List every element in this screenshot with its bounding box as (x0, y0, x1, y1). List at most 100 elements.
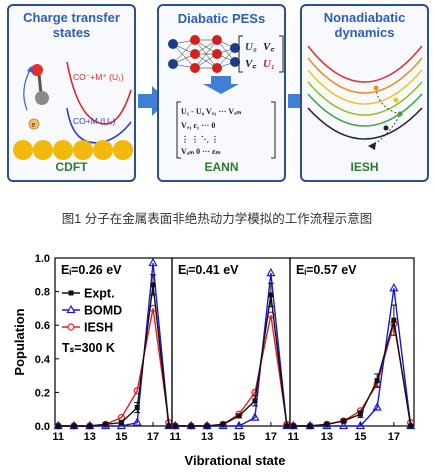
chart-panel-1: 11 13 15 17 Eᵢ=0.26 eV (52, 257, 174, 443)
panel-title: Eᵢ=0.26 eV (61, 263, 122, 277)
data-point-expt (87, 423, 93, 429)
x-tick-label: 13 (321, 431, 333, 443)
y-axis-label: Population (12, 308, 27, 375)
data-point-expt (150, 282, 156, 288)
x-tick-label: 13 (84, 431, 96, 443)
y-tick-label: 0.6 (35, 320, 50, 332)
data-point-bomd (132, 417, 142, 426)
data-point-bomd (116, 420, 127, 430)
data-point-expt (307, 423, 313, 429)
figure-caption: 图1 分子在金属表面非绝热动力学模拟的工作流程示意图 (61, 212, 373, 226)
data-point-bomd (148, 257, 158, 267)
series-line-bomd (293, 288, 412, 427)
chart-panel-2: 11 13 15 17 Eᵢ=0.41 eV (169, 257, 292, 443)
panel-eann: Diabatic PESs U₀ V꜀ V꜀ U₁ (157, 4, 286, 182)
data-point-expt (172, 423, 178, 429)
panel-iesh-label: IESH (350, 160, 379, 174)
x-tick-label: 11 (52, 431, 64, 443)
panel-iesh-title-1: Nonadiabatic (323, 10, 406, 25)
x-tick-label: 15 (115, 431, 127, 443)
data-point-expt (374, 378, 380, 384)
population-chart: Population Vibrational state 0.0 0.2 0.4 0.6 0… (12, 253, 416, 468)
x-tick-label: 11 (169, 431, 181, 443)
data-point-expt (408, 423, 414, 429)
data-point-bomd (250, 412, 260, 421)
electron-icon (28, 118, 40, 130)
lower-curve-label: CO+M (U₀) (73, 116, 116, 126)
data-point-expt (252, 398, 258, 404)
data-point-expt (103, 421, 109, 427)
series-line-expt (175, 294, 288, 427)
panel-cdft-title-2: states (52, 25, 91, 40)
data-point-expt (134, 405, 140, 411)
svg-text:Vₐₘ 0 ··· εₘ: Vₐₘ 0 ··· εₘ (181, 147, 221, 156)
x-axis-label: Vibrational state (185, 453, 286, 468)
data-point-expt (357, 411, 363, 417)
svg-text:U₁ - U₀ Vₐ₁ ··· Vₐₘ: U₁ - U₀ Vₐ₁ ··· Vₐₘ (181, 107, 241, 116)
chart-panel-3: 11 13 15 17 Eᵢ=0.57 eV (288, 257, 416, 443)
legend-marker-iesh (67, 323, 75, 331)
legend-label: IESH (84, 321, 113, 335)
data-point-expt (236, 413, 242, 419)
series-line-iesh (58, 308, 170, 427)
svg-text:U₁: U₁ (263, 58, 275, 70)
data-point-expt (71, 423, 77, 429)
data-point-bomd (372, 402, 382, 411)
x-tick-label: 15 (233, 431, 245, 443)
carbon-atom-icon (35, 91, 49, 105)
panel-eann-title: Diabatic PESs (177, 11, 266, 26)
legend-marker-expt (68, 290, 74, 296)
panel-cdft: Charge transfer states CO⁻+M⁺ (U₁) CO+M … (7, 4, 136, 182)
panel-cdft-title-1: Charge transfer (23, 10, 120, 25)
svg-text:V꜀: V꜀ (263, 41, 275, 53)
metal-surface-atoms (13, 140, 133, 160)
data-point-expt (268, 292, 274, 298)
panel-iesh: Nonadiabatic dynamics IESH (300, 4, 429, 182)
legend-marker-bomd (66, 304, 76, 314)
data-point-bomd (389, 283, 399, 292)
panel-eann-label: EANN (204, 160, 239, 174)
data-point-bomd (234, 420, 244, 430)
data-point-expt (55, 423, 61, 429)
data-point-expt (284, 423, 290, 429)
x-tick-label: 17 (388, 431, 400, 443)
panel-title: Eᵢ=0.57 eV (296, 263, 357, 277)
legend-label: Expt. (84, 287, 115, 301)
svg-text:Vₐ₁ ε₁ ··· 0: Vₐ₁ ε₁ ··· 0 (181, 121, 215, 130)
panel-cdft-label: CDFT (55, 160, 88, 174)
data-point-expt (220, 421, 226, 427)
x-tick-label: 17 (265, 431, 277, 443)
series-line-iesh (175, 314, 288, 427)
arrow-down-icon (203, 76, 239, 94)
panel-iesh-title-2: dynamics (334, 25, 395, 40)
data-point-expt (290, 423, 296, 429)
svg-text:e: e (32, 122, 36, 129)
data-point-expt (204, 423, 210, 429)
x-tick-label: 17 (147, 431, 159, 443)
data-point-expt (341, 418, 347, 424)
legend-label: BOMD (84, 304, 122, 318)
data-point-expt (166, 423, 172, 429)
x-tick-label: 11 (288, 431, 300, 443)
y-tick-label: 0.8 (35, 287, 50, 299)
data-point-bomd (339, 420, 349, 430)
data-point-bomd (355, 420, 365, 430)
x-tick-label: 13 (201, 431, 213, 443)
data-point-expt (324, 421, 330, 427)
data-point-expt (391, 317, 397, 323)
upper-curve-label: CO⁻+M⁺ (U₁) (73, 72, 124, 82)
surface-temperature-label: Tₛ=300 K (62, 341, 115, 355)
svg-text:⋮ ⋮ ⋱ ⋮: ⋮ ⋮ ⋱ ⋮ (181, 135, 219, 144)
series-line-expt (293, 319, 412, 427)
data-point-expt (188, 423, 194, 429)
x-tick-label: 15 (354, 431, 366, 443)
data-point-expt (118, 420, 124, 426)
panel-title: Eᵢ=0.41 eV (178, 263, 239, 277)
legend: Expt. BOMD IESH Tₛ=300 K (62, 287, 122, 355)
y-tick-label: 0.0 (35, 421, 50, 433)
svg-text:V꜀: V꜀ (245, 58, 257, 70)
svg-text:U₀: U₀ (245, 41, 257, 53)
series-line-expt (58, 284, 170, 427)
data-point-bomd (266, 267, 276, 277)
arrow-right-icon (138, 86, 168, 116)
